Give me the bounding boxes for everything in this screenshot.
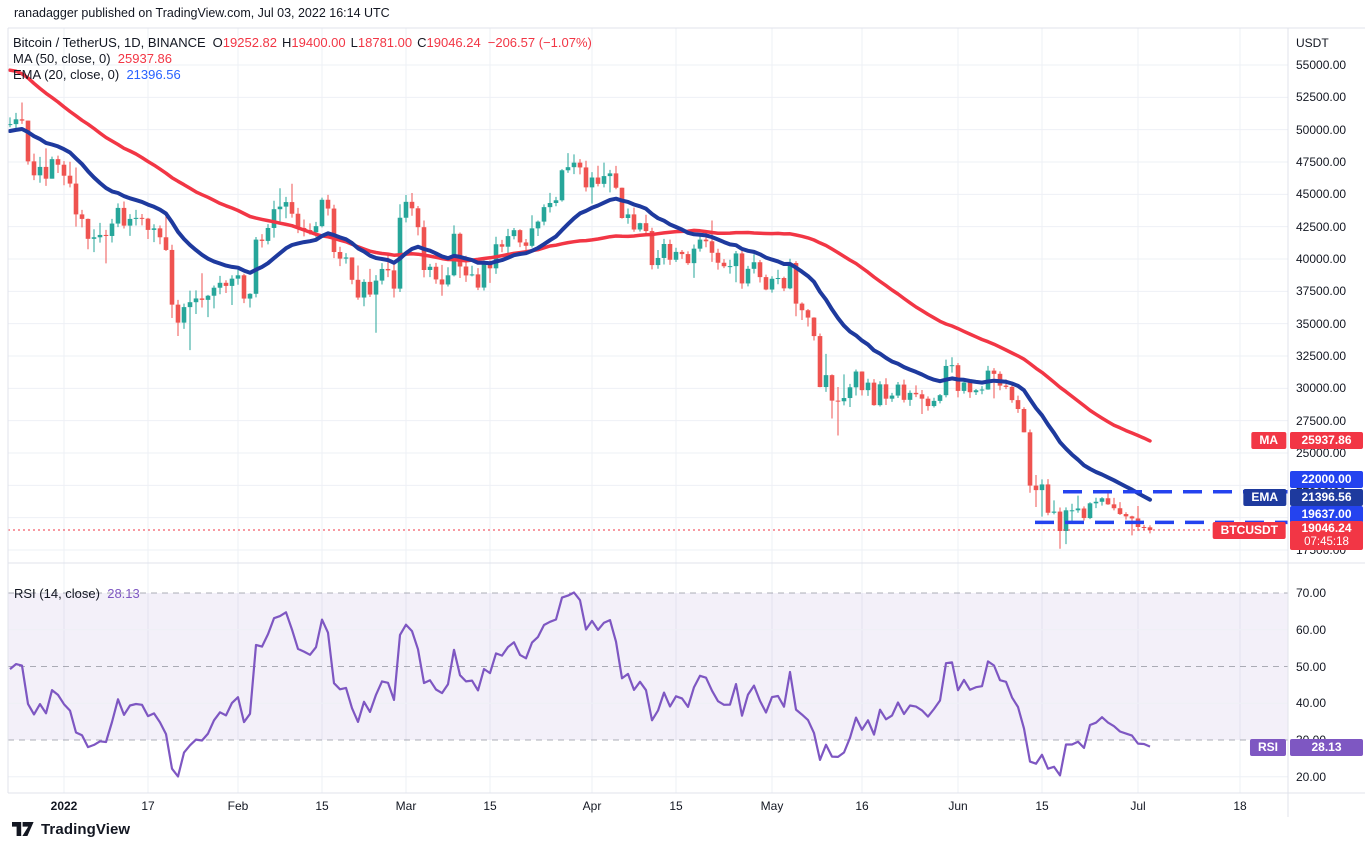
price-axis-tick: 50000.00 bbox=[1296, 122, 1347, 137]
tradingview-brand-text: TradingView bbox=[41, 821, 131, 838]
ma-legend-label: MA (50, close, 0) bbox=[13, 51, 111, 66]
last-price-value-price: 19046.24 bbox=[1301, 520, 1352, 535]
time-axis-tick: 16 bbox=[855, 799, 869, 813]
open-key: O bbox=[212, 35, 223, 50]
time-axis-tick: Mar bbox=[395, 799, 417, 813]
time-axis-tick: 15 bbox=[483, 799, 497, 813]
price-axis-tick: 27500.00 bbox=[1296, 413, 1347, 428]
price-axis-tick: 47500.00 bbox=[1296, 155, 1347, 169]
price-axis-tick: 35000.00 bbox=[1296, 316, 1347, 331]
price-axis-tick: 32500.00 bbox=[1296, 349, 1347, 363]
high-value: 19400.00 bbox=[291, 35, 346, 50]
last-price-value-countdown: 07:45:18 bbox=[1304, 535, 1349, 548]
time-axis-tick: Jul bbox=[1130, 799, 1146, 813]
time-axis-tick: 17 bbox=[141, 799, 155, 813]
time-axis-tick: Apr bbox=[582, 799, 602, 813]
close-value: 19046.24 bbox=[426, 35, 481, 50]
rsi-label: RSI bbox=[1249, 738, 1286, 756]
publish-attribution: ranadagger published on TradingView.com,… bbox=[14, 6, 390, 20]
price-axis-currency: USDT bbox=[1296, 36, 1329, 50]
rsi-legend-label: RSI (14, close) bbox=[14, 586, 100, 601]
rsi-axis-tick: 50.00 bbox=[1296, 659, 1327, 674]
low-value: 18781.00 bbox=[357, 35, 413, 50]
time-axis-tick: 15 bbox=[669, 799, 683, 813]
price-axis-tick: 42500.00 bbox=[1296, 219, 1347, 234]
price-axis-tick: 52500.00 bbox=[1296, 90, 1347, 105]
symbol-legend-row[interactable]: Bitcoin / TetherUS, 1D, BINANCE O19252.82… bbox=[13, 35, 592, 51]
price-axis-tick: 25000.00 bbox=[1296, 446, 1347, 460]
time-axis-tick: Jun bbox=[948, 799, 968, 813]
symbol-label: BTCUSDT bbox=[1212, 521, 1286, 539]
chart-legend: Bitcoin / TetherUS, 1D, BINANCE O19252.82… bbox=[13, 35, 592, 83]
ema-label: EMA bbox=[1243, 488, 1286, 506]
price-axis-tick: 55000.00 bbox=[1296, 58, 1347, 72]
time-axis-tick: 15 bbox=[315, 799, 329, 813]
ma-label: MA bbox=[1251, 431, 1286, 449]
time-axis-tick: 15 bbox=[1035, 799, 1049, 813]
rsi-legend-row[interactable]: RSI (14, close) 28.13 bbox=[14, 586, 140, 601]
level-22000: 22000.00 bbox=[1290, 470, 1363, 488]
time-axis-tick: Feb bbox=[227, 799, 249, 813]
level-19637: 19637.00 bbox=[1290, 505, 1363, 523]
ema-legend-label: EMA (20, close, 0) bbox=[13, 67, 120, 82]
ema-value: 21396.56 bbox=[1290, 488, 1363, 506]
close-key: C bbox=[417, 35, 427, 50]
change-value: −206.57 (−1.07%) bbox=[487, 35, 592, 50]
last-price-value: 19046.24 07:45:18 bbox=[1290, 520, 1363, 550]
low-key: L bbox=[350, 35, 358, 50]
rsi-axis-tick: 20.00 bbox=[1296, 769, 1327, 784]
price-axis-tick: 30000.00 bbox=[1296, 381, 1347, 396]
time-axis-tick: 2022 bbox=[50, 799, 78, 813]
rsi-axis-tick: 40.00 bbox=[1296, 696, 1327, 711]
ma-legend-value: 25937.86 bbox=[117, 51, 173, 66]
rsi-axis-tick: 70.00 bbox=[1296, 586, 1327, 600]
tv-logo-icon bbox=[12, 822, 34, 837]
rsi-legend-value: 28.13 bbox=[107, 586, 140, 601]
time-axis-tick: 18 bbox=[1233, 799, 1247, 813]
price-axis-tick: 45000.00 bbox=[1296, 187, 1347, 202]
time-axis-tick: May bbox=[760, 799, 784, 813]
rsi-value: 28.13 bbox=[1290, 738, 1363, 756]
ma-legend-row[interactable]: MA (50, close, 0) 25937.86 bbox=[13, 51, 592, 67]
price-axis-tick: 37500.00 bbox=[1296, 284, 1347, 299]
ma-value: 25937.86 bbox=[1290, 431, 1363, 449]
ema-legend-value: 21396.56 bbox=[126, 67, 181, 82]
time-axis[interactable] bbox=[8, 793, 1365, 817]
tradingview-logo[interactable]: TradingView bbox=[12, 821, 130, 838]
high-key: H bbox=[282, 35, 292, 50]
price-axis-tick: 40000.00 bbox=[1296, 252, 1347, 266]
price-axis[interactable] bbox=[1288, 28, 1365, 793]
open-value: 19252.82 bbox=[222, 35, 278, 50]
rsi-axis-tick: 60.00 bbox=[1296, 622, 1327, 637]
ema-legend-row[interactable]: EMA (20, close, 0) 21396.56 bbox=[13, 67, 592, 83]
symbol-title: Bitcoin / TetherUS, 1D, BINANCE bbox=[13, 35, 206, 50]
